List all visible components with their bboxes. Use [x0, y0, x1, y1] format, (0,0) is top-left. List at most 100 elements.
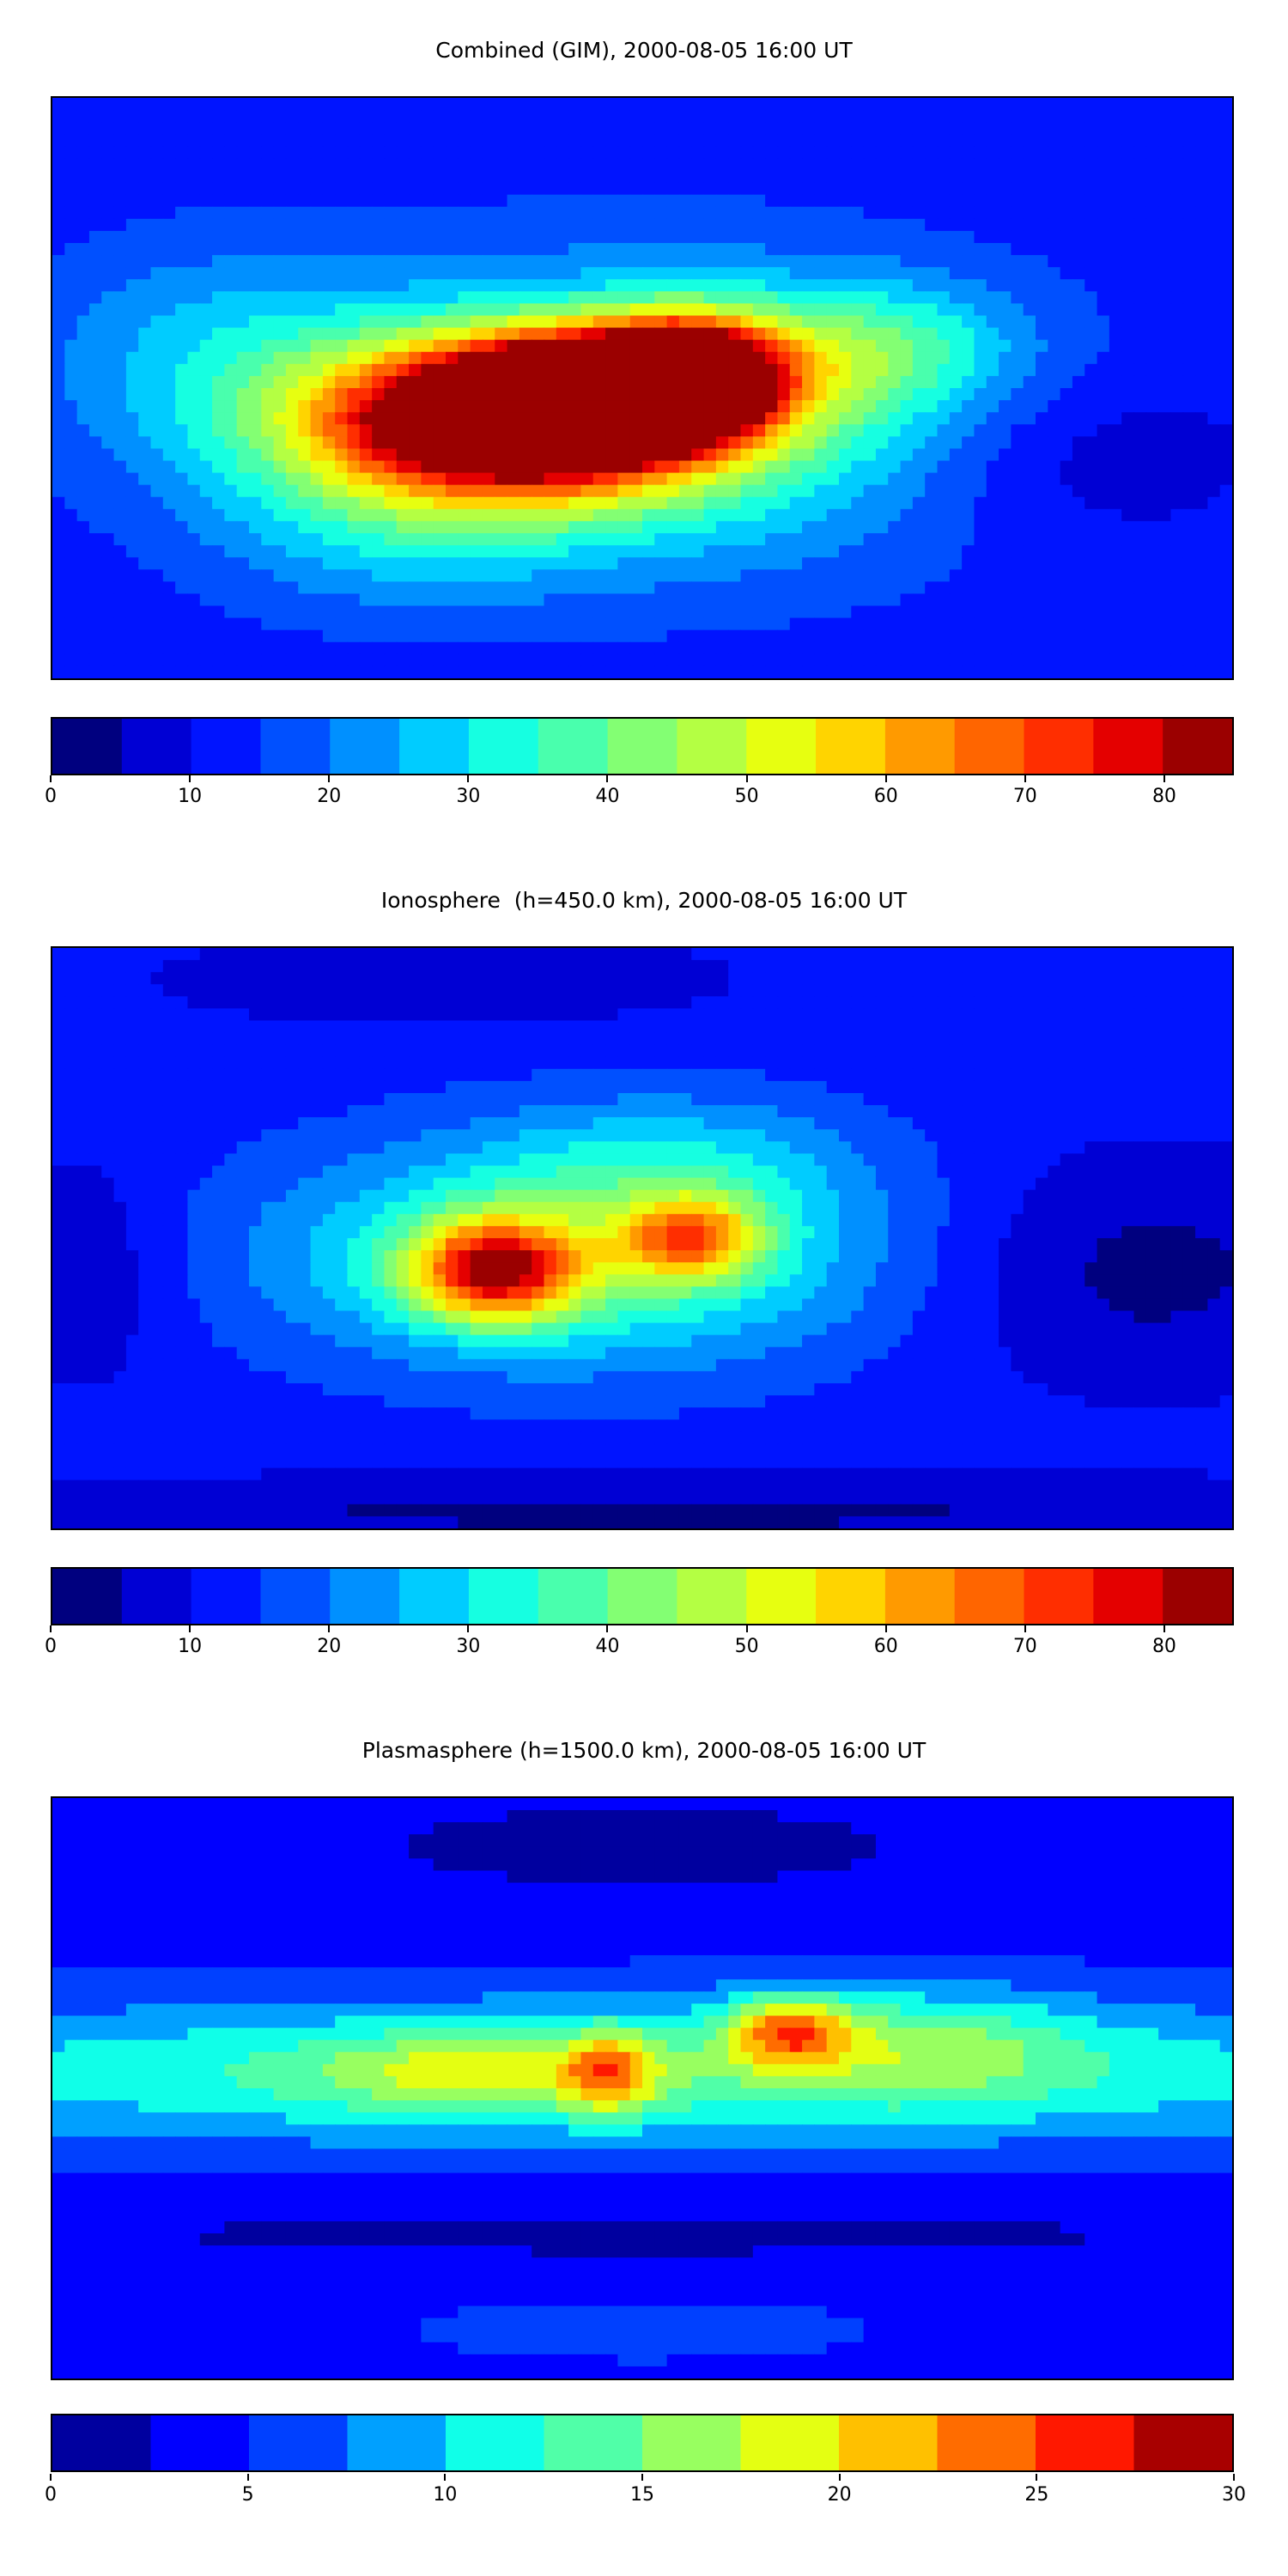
heatmap-cell	[1048, 581, 1061, 595]
heatmap-cell	[298, 303, 312, 317]
heatmap-cell	[298, 388, 312, 401]
heatmap-cell	[715, 110, 729, 123]
heatmap-cell	[1084, 460, 1098, 474]
heatmap-cell	[691, 533, 705, 546]
heatmap-cell	[199, 641, 213, 655]
heatmap-cell	[187, 110, 201, 123]
heatmap-cell	[359, 400, 373, 413]
heatmap-cell	[249, 303, 262, 317]
heatmap-cell	[1109, 315, 1122, 329]
heatmap-cell	[261, 460, 275, 474]
heatmap-cell	[52, 960, 65, 973]
heatmap-cell	[1060, 472, 1073, 486]
heatmap-cell	[900, 146, 914, 160]
heatmap-cell	[470, 605, 483, 619]
heatmap-cell	[1182, 218, 1196, 232]
heatmap-cell	[826, 424, 840, 437]
heatmap-cell	[138, 557, 152, 570]
heatmap-cell	[1195, 641, 1208, 655]
heatmap-cell	[544, 98, 557, 111]
heatmap-cell	[802, 484, 815, 498]
heatmap-cell	[285, 243, 299, 256]
heatmap-cell	[777, 267, 791, 280]
heatmap-cell	[544, 520, 557, 534]
heatmap-cell	[715, 351, 729, 365]
heatmap-cell	[175, 617, 189, 631]
heatmap-cell	[88, 230, 102, 244]
heatmap-cell	[409, 255, 422, 268]
heatmap-cell	[949, 303, 963, 317]
heatmap-cell	[1207, 388, 1221, 401]
heatmap-cell	[752, 315, 766, 329]
heatmap-cell	[175, 230, 189, 244]
heatmap-cell	[777, 436, 791, 450]
heatmap-cell	[224, 375, 238, 389]
heatmap-cell	[409, 158, 422, 172]
heatmap-cell	[851, 291, 865, 305]
heatmap-cell	[519, 424, 532, 437]
heatmap-cell	[937, 98, 951, 111]
heatmap-cell	[224, 984, 238, 997]
heatmap-cell	[175, 206, 189, 220]
heatmap-cell	[1072, 972, 1085, 985]
heatmap-cell	[1207, 363, 1221, 377]
heatmap-cell	[580, 230, 594, 244]
tick-label: 0	[45, 786, 57, 807]
heatmap-cell	[482, 291, 495, 305]
heatmap-cell	[765, 436, 779, 450]
heatmap-cell	[433, 230, 447, 244]
heatmap-cell	[974, 508, 987, 522]
heatmap-cell	[273, 665, 287, 678]
tick-label: 50	[734, 786, 759, 807]
heatmap-cell	[285, 617, 299, 631]
heatmap-cell	[224, 170, 238, 184]
heatmap-cell	[261, 170, 275, 184]
heatmap-cell	[1011, 170, 1024, 184]
heatmap-cell	[925, 388, 939, 401]
heatmap-cell	[1133, 448, 1147, 462]
heatmap-cell	[974, 122, 987, 135]
colorbar-ticks: 0 10 20 30 40 50 60 70 80	[45, 775, 1234, 810]
heatmap-cell	[666, 496, 680, 510]
heatmap-cell	[384, 388, 398, 401]
heatmap-cell	[851, 629, 865, 643]
heatmap-cell	[249, 629, 262, 643]
heatmap-cell	[999, 424, 1012, 437]
heatmap-cell	[642, 230, 655, 244]
heatmap-cell	[728, 291, 742, 305]
heatmap-cell	[310, 351, 324, 365]
heatmap-cell	[138, 960, 152, 973]
heatmap-cell	[249, 617, 262, 631]
heatmap-cell	[458, 484, 471, 498]
heatmap-cell	[777, 303, 791, 317]
heatmap-cell	[937, 363, 951, 377]
heatmap-cell	[187, 243, 201, 256]
heatmap-cell	[1097, 545, 1110, 558]
heatmap-cell	[654, 218, 668, 232]
heatmap-cell	[875, 448, 889, 462]
heatmap-cell	[125, 665, 139, 678]
heatmap-cell	[1170, 339, 1184, 353]
heatmap-cell	[1170, 110, 1184, 123]
heatmap-cell	[1145, 98, 1159, 111]
heatmap-cell	[76, 641, 90, 655]
heatmap-cell	[1048, 388, 1061, 401]
heatmap-cell	[1121, 972, 1135, 985]
heatmap-cell	[925, 557, 939, 570]
heatmap-cell	[162, 605, 176, 619]
heatmap-cell	[409, 230, 422, 244]
heatmap-cell	[642, 581, 655, 595]
heatmap-cell	[162, 134, 176, 147]
heatmap-cell	[322, 569, 336, 582]
heatmap-cell	[740, 267, 754, 280]
heatmap-cell	[458, 315, 471, 329]
heatmap-cell	[175, 327, 189, 341]
heatmap-cell	[826, 267, 840, 280]
heatmap-cell	[138, 327, 152, 341]
heatmap-cell	[888, 605, 902, 619]
heatmap-cell	[1084, 315, 1098, 329]
heatmap-cell	[1182, 424, 1196, 437]
heatmap-cell	[372, 948, 386, 961]
heatmap-cell	[224, 267, 238, 280]
heatmap-cell	[1023, 122, 1036, 135]
